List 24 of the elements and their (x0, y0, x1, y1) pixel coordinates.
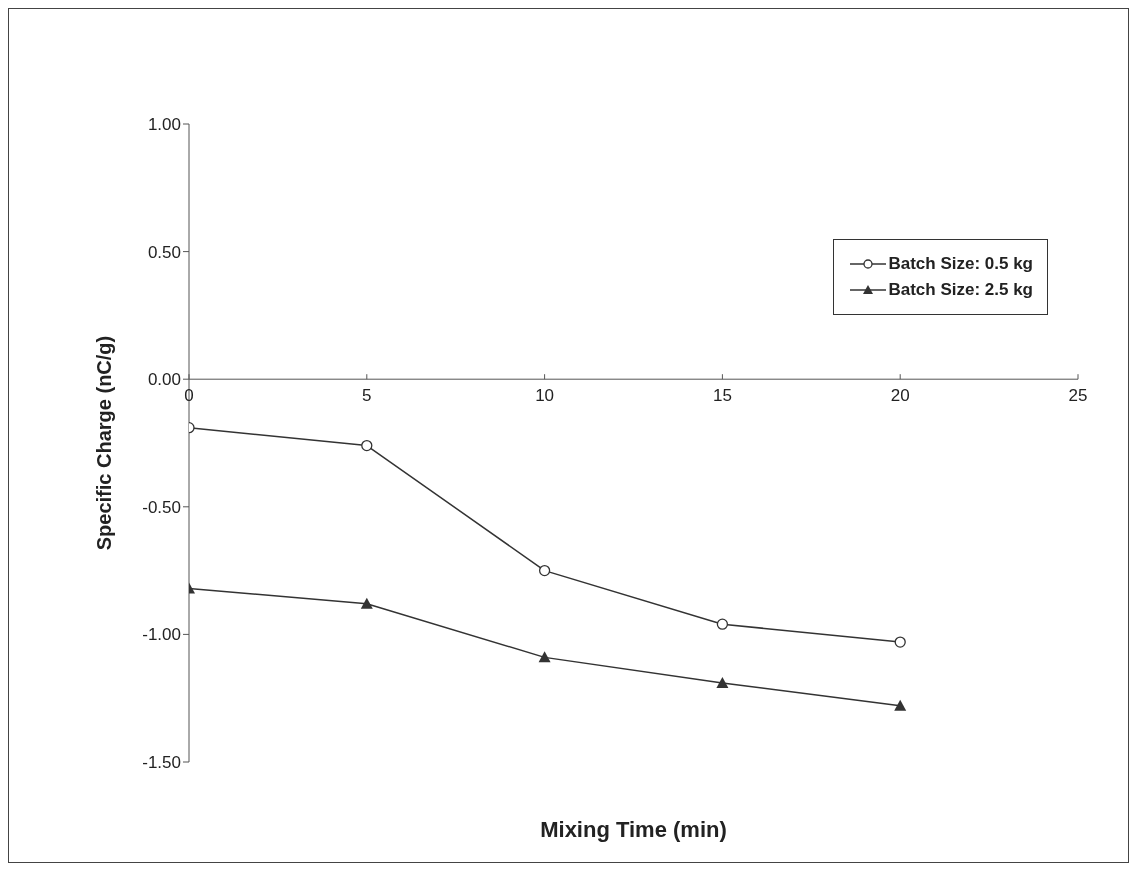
point (361, 439, 373, 452)
x-tick-label: 20 (890, 386, 910, 406)
x-tick-label: 25 (1068, 386, 1088, 406)
y-tick-label: -1.50 (142, 753, 181, 773)
point (716, 676, 729, 688)
point (894, 636, 906, 648)
x-axis-title: Mixing Time (min) (540, 817, 727, 842)
x-tick-label: 0 (184, 386, 194, 406)
point (716, 618, 729, 630)
y-axis-title: Specific Charge (nC/g) (93, 335, 116, 551)
x-tick-label: 5 (362, 386, 372, 406)
point (894, 699, 907, 711)
x-tick-label: 10 (535, 386, 555, 406)
y-tick-label: -1.00 (142, 625, 181, 645)
point (538, 564, 551, 577)
x-tick-label: 15 (712, 386, 732, 406)
y-tick-label: 1.00 (147, 115, 181, 135)
point (538, 651, 551, 663)
y-tick-label: 0.50 (147, 242, 181, 262)
y-tick-label: 0.00 (147, 370, 181, 390)
legend-label: Batch Size: 2.5 kg (888, 280, 1033, 300)
point (360, 597, 373, 609)
legend-label: Batch Size: 0.5 kg (888, 254, 1033, 274)
y-tick-label: -0.50 (142, 497, 181, 517)
